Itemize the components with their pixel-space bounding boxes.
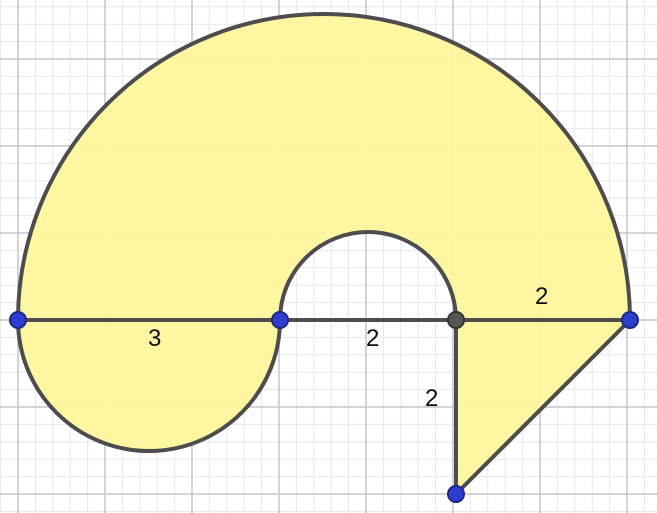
small-semicircle-arc <box>278 230 458 321</box>
shaded-region <box>18 14 630 494</box>
point-middle-left[interactable] <box>271 311 289 329</box>
label-left-diameter: 3 <box>148 325 161 352</box>
point-bottom[interactable] <box>447 485 465 503</box>
label-right-segment: 2 <box>535 283 548 310</box>
large-semicircle-arc <box>16 12 632 321</box>
point-right[interactable] <box>621 311 639 329</box>
point-center[interactable] <box>447 311 465 329</box>
diagonal-segment-line <box>454 318 632 496</box>
label-vertical-segment: 2 <box>425 385 438 412</box>
point-left[interactable] <box>9 311 27 329</box>
lower-semicircle-arc <box>16 319 282 453</box>
label-middle-segment: 2 <box>366 325 379 352</box>
